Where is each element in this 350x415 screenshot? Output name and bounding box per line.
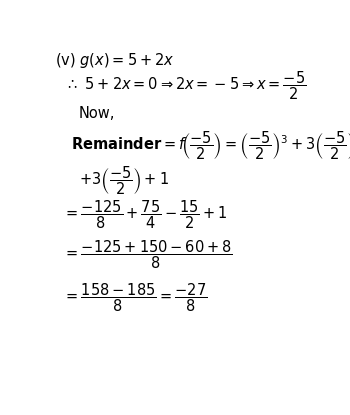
Text: $= \dfrac{-125 + 150 - 60 + 8}{8}$: $= \dfrac{-125 + 150 - 60 + 8}{8}$ [63,238,232,271]
Text: $= \dfrac{-125}{8} + \dfrac{75}{4} - \dfrac{15}{2} + 1$: $= \dfrac{-125}{8} + \dfrac{75}{4} - \df… [63,199,227,231]
Text: (v) $g(x) = 5 + 2x$: (v) $g(x) = 5 + 2x$ [55,51,174,71]
Text: $+ 3\left(\dfrac{-5}{2}\right) + 1$: $+ 3\left(\dfrac{-5}{2}\right) + 1$ [79,164,169,197]
Text: $\mathbf{Remainder} = f\!\left(\dfrac{-5}{2}\right) = \left(\dfrac{-5}{2}\right): $\mathbf{Remainder} = f\!\left(\dfrac{-5… [71,129,350,162]
Text: Now,: Now, [79,106,116,121]
Text: $\therefore\ 5 + 2x = 0 \Rightarrow 2x = -5 \Rightarrow x = \dfrac{-5}{2}$: $\therefore\ 5 + 2x = 0 \Rightarrow 2x =… [65,69,307,102]
Text: $= \dfrac{158 - 185}{8} = \dfrac{-27}{8}$: $= \dfrac{158 - 185}{8} = \dfrac{-27}{8}… [63,281,207,314]
